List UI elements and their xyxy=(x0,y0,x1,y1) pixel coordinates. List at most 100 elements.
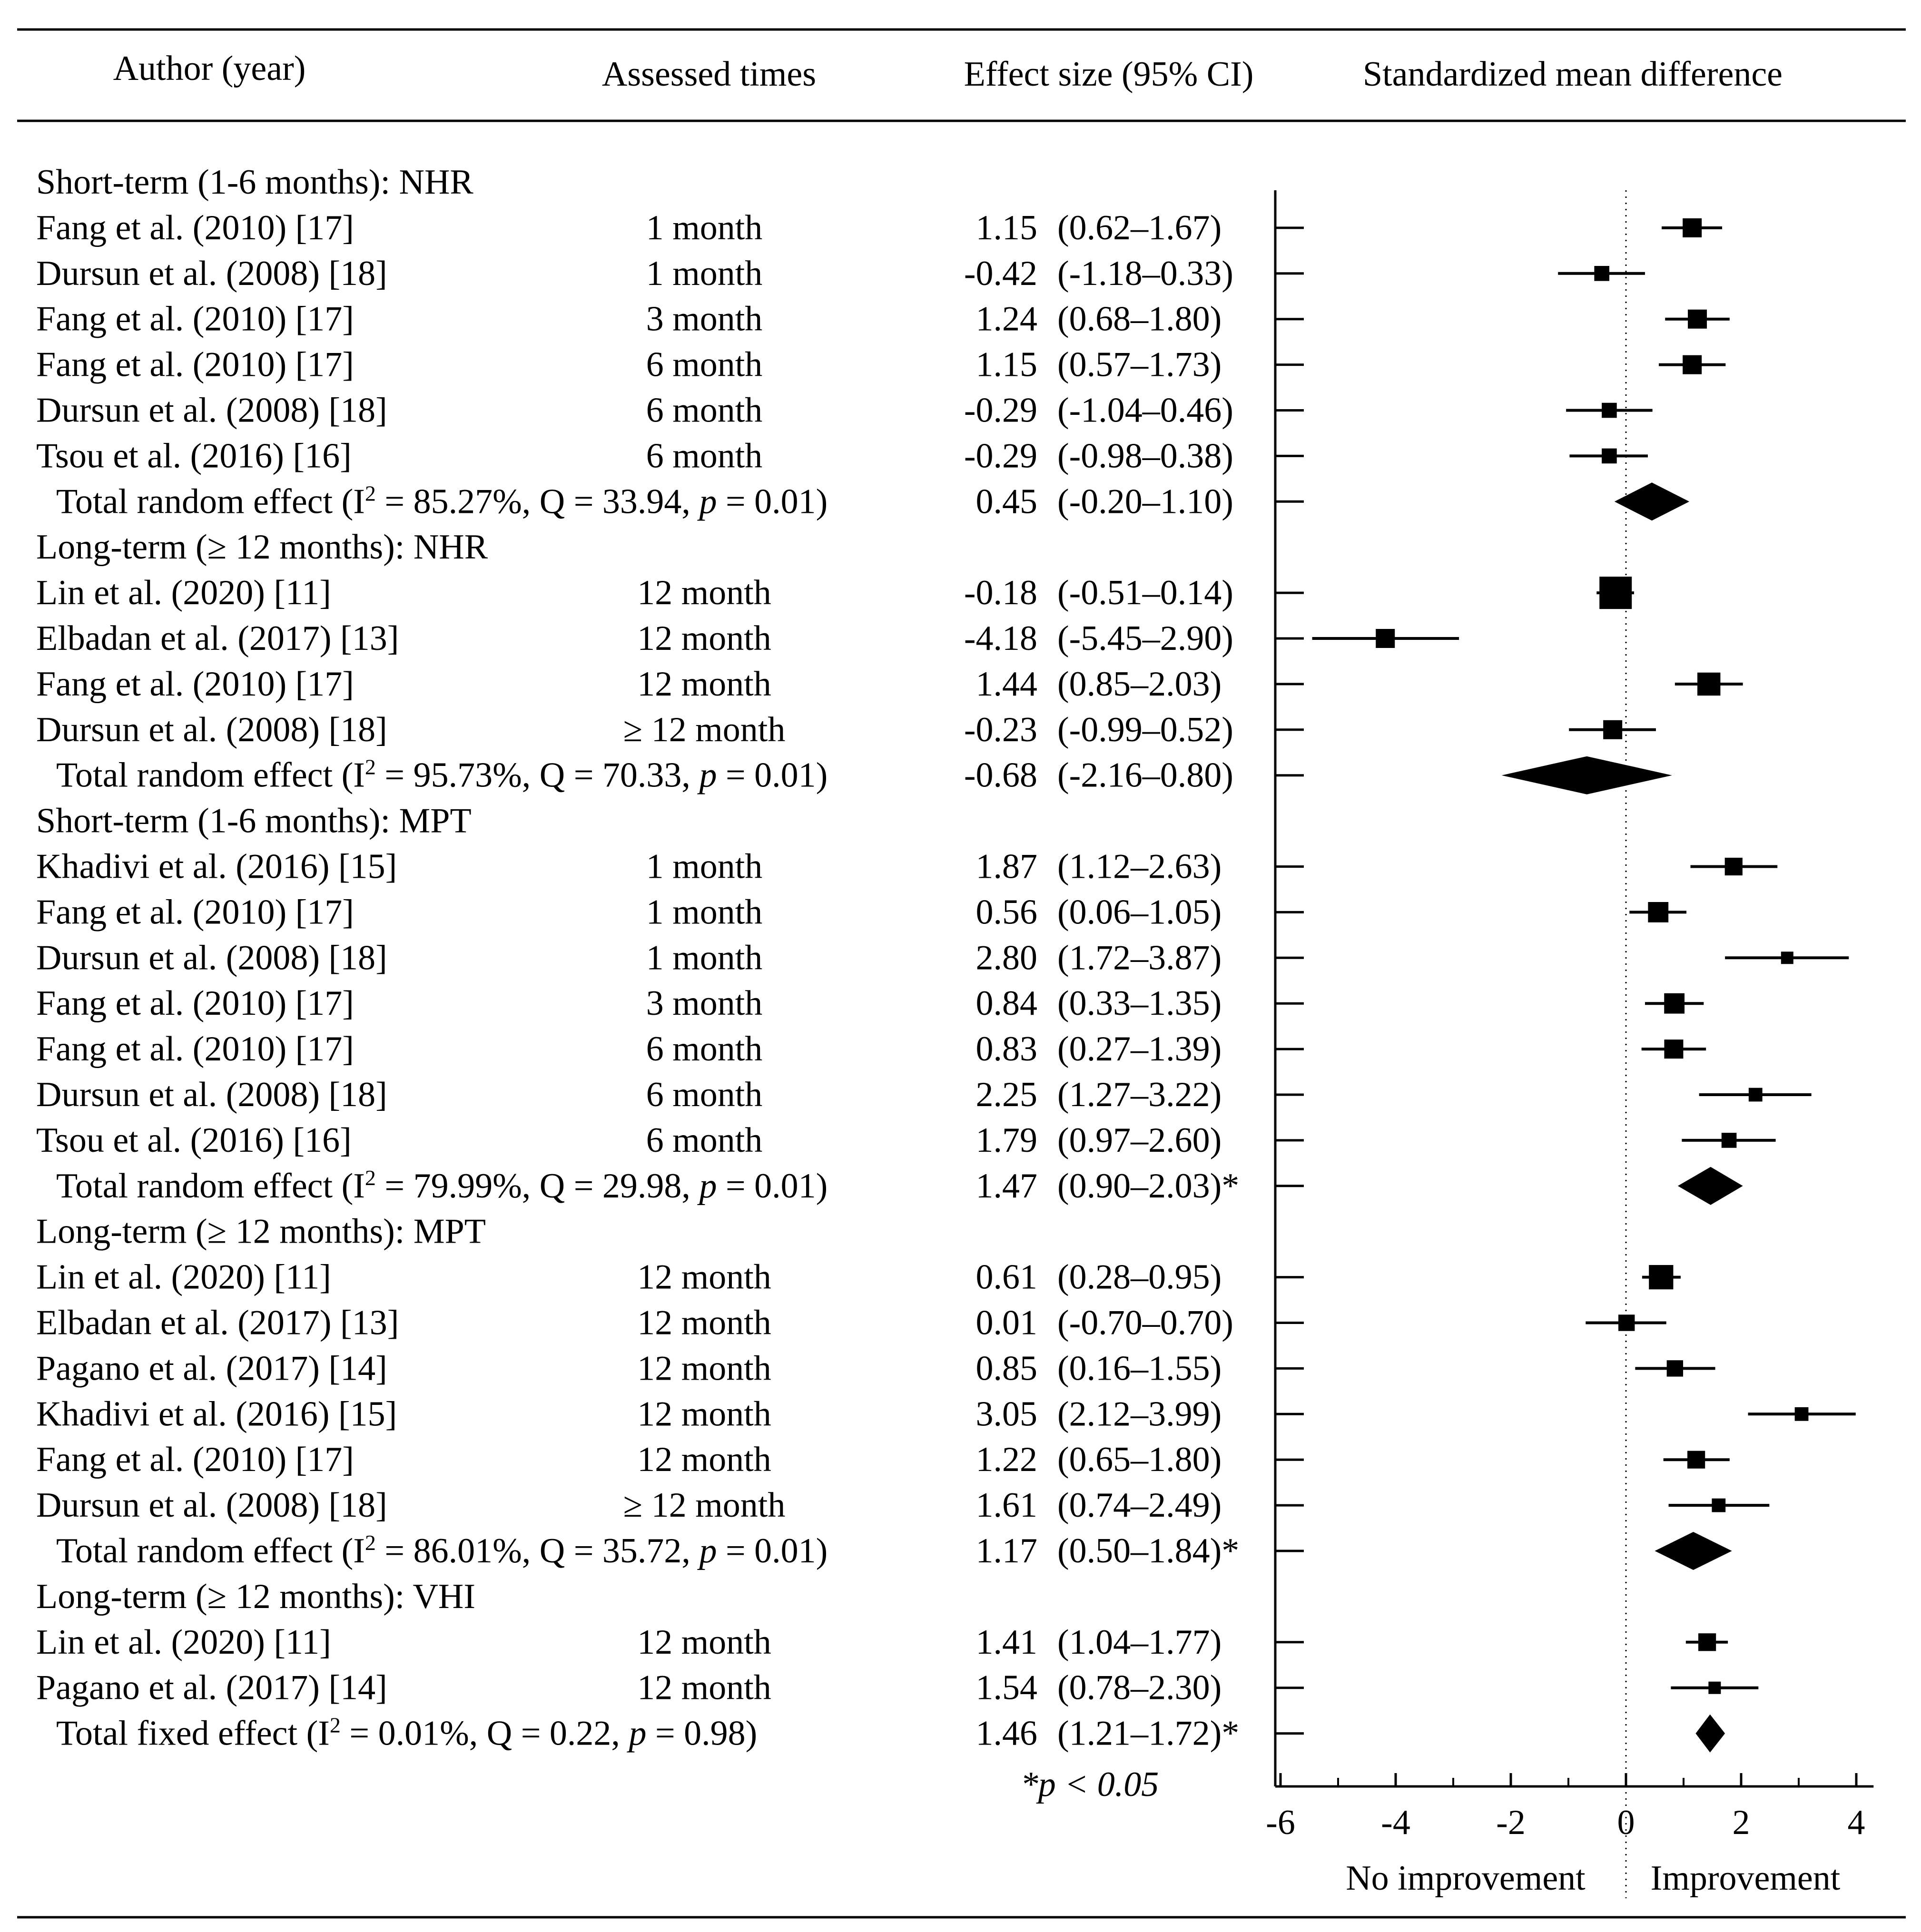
study-ci: (0.62–1.67) xyxy=(1057,208,1222,247)
study-ci: (0.85–2.03) xyxy=(1057,665,1222,704)
effect-square xyxy=(1602,448,1617,464)
study-effect-size: 0.56 xyxy=(976,892,1038,932)
effect-square xyxy=(1794,1407,1809,1421)
study-author: Fang et al. (2010) [17] xyxy=(36,665,354,704)
study-ci: (1.72–3.87) xyxy=(1057,938,1222,977)
study-assessed-time: 12 month xyxy=(637,1623,771,1662)
effect-square xyxy=(1664,1040,1684,1059)
effect-square xyxy=(1697,672,1721,696)
study-author: Dursun et al. (2008) [18] xyxy=(36,1486,387,1525)
study-author: Lin et al. (2020) [11] xyxy=(36,1623,331,1662)
footnote: *p < 0.05 xyxy=(1021,1765,1159,1804)
effect-square xyxy=(1648,902,1669,922)
study-effect-size: 0.01 xyxy=(976,1304,1038,1343)
study-author: Fang et al. (2010) [17] xyxy=(36,984,354,1023)
study-effect-size: -0.18 xyxy=(964,573,1037,612)
study-author: Fang et al. (2010) [17] xyxy=(36,892,354,932)
study-effect-size: -0.23 xyxy=(964,710,1037,749)
header-assessed-times: Assessed times xyxy=(602,55,816,94)
study-assessed-time: 6 month xyxy=(646,391,763,430)
effect-square xyxy=(1683,355,1702,374)
header-author: Author (year) xyxy=(113,49,306,88)
total-effect-size: 1.17 xyxy=(976,1531,1038,1570)
study-ci: (0.28–0.95) xyxy=(1057,1258,1222,1297)
study-effect-size: 1.87 xyxy=(976,847,1038,886)
study-ci: (-0.99–0.52) xyxy=(1057,710,1233,749)
study-assessed-time: 12 month xyxy=(637,1668,771,1707)
study-author: Fang et al. (2010) [17] xyxy=(36,300,354,339)
study-effect-size: -0.29 xyxy=(964,436,1037,475)
study-ci: (0.68–1.80) xyxy=(1057,300,1222,339)
pooled-diamond xyxy=(1695,1714,1725,1753)
x-tick-label: -6 xyxy=(1266,1803,1295,1842)
effect-square xyxy=(1687,1451,1705,1469)
total-effect-size: 0.45 xyxy=(976,482,1038,521)
study-ci: (2.12–3.99) xyxy=(1057,1394,1222,1433)
total-effect-size: 1.46 xyxy=(976,1714,1038,1753)
study-assessed-time: 1 month xyxy=(646,892,763,932)
study-assessed-time: 3 month xyxy=(646,984,763,1023)
study-assessed-time: ≥ 12 month xyxy=(623,1486,786,1525)
study-author: Fang et al. (2010) [17] xyxy=(36,1440,354,1479)
study-effect-size: 1.41 xyxy=(976,1623,1038,1662)
study-effect-size: 0.61 xyxy=(976,1258,1038,1297)
study-author: Lin et al. (2020) [11] xyxy=(36,573,331,612)
study-effect-size: -4.18 xyxy=(964,619,1037,658)
effect-square xyxy=(1664,993,1685,1014)
effect-square xyxy=(1602,402,1617,418)
pooled-diamond xyxy=(1614,482,1690,521)
study-author: Dursun et al. (2008) [18] xyxy=(36,710,387,749)
study-ci: (0.78–2.30) xyxy=(1057,1668,1222,1707)
study-ci: (-1.18–0.33) xyxy=(1057,254,1233,293)
study-author: Dursun et al. (2008) [18] xyxy=(36,938,387,977)
study-assessed-time: ≥ 12 month xyxy=(623,710,786,749)
group-label: Long-term (≥ 12 months): NHR xyxy=(36,528,488,567)
study-ci: (0.33–1.35) xyxy=(1057,984,1222,1023)
study-assessed-time: 1 month xyxy=(646,254,763,293)
study-author: Tsou et al. (2016) [16] xyxy=(36,1121,352,1160)
study-effect-size: 1.15 xyxy=(976,208,1038,247)
header-smd: Standardized mean difference xyxy=(1363,55,1783,94)
x-axis: -6 -4 -2 0 2 4 xyxy=(1266,190,1874,1898)
effect-square xyxy=(1698,1633,1716,1651)
total-ci: (0.50–1.84)* xyxy=(1057,1531,1239,1570)
x-tick-label: 4 xyxy=(1848,1803,1865,1842)
x-tick-label: -4 xyxy=(1381,1803,1410,1842)
effect-square xyxy=(1721,1133,1737,1148)
study-assessed-time: 12 month xyxy=(637,1394,771,1433)
study-ci: (1.27–3.22) xyxy=(1057,1075,1222,1114)
total-ci: (0.90–2.03)* xyxy=(1057,1167,1239,1206)
effect-square xyxy=(1376,629,1395,648)
study-effect-size: 2.80 xyxy=(976,938,1038,977)
effect-square xyxy=(1618,1314,1635,1331)
study-effect-size: 1.44 xyxy=(976,665,1038,704)
study-ci: (0.57–1.73) xyxy=(1057,345,1222,384)
study-author: Fang et al. (2010) [17] xyxy=(36,345,354,384)
study-assessed-time: 12 month xyxy=(637,1440,771,1479)
header-effect-size: Effect size (95% CI) xyxy=(964,55,1254,94)
total-effect-size: -0.68 xyxy=(964,756,1037,795)
study-effect-size: 1.79 xyxy=(976,1121,1038,1160)
study-ci: (0.06–1.05) xyxy=(1057,892,1222,932)
study-assessed-time: 6 month xyxy=(646,1075,763,1114)
effect-square xyxy=(1603,720,1623,739)
study-effect-size: 1.54 xyxy=(976,1668,1038,1707)
total-ci: (-0.20–1.10) xyxy=(1057,482,1233,521)
pooled-diamond xyxy=(1501,756,1672,794)
study-ci: (0.74–2.49) xyxy=(1057,1486,1222,1525)
improvement-label: Improvement xyxy=(1651,1859,1841,1898)
study-ci: (-0.70–0.70) xyxy=(1057,1304,1233,1343)
total-label: Total random effect (I2 = 85.27%, Q = 33… xyxy=(56,481,828,521)
study-effect-size: 0.84 xyxy=(976,984,1038,1023)
effect-square xyxy=(1748,1088,1763,1102)
study-assessed-time: 12 month xyxy=(637,1304,771,1343)
table-rows: Short-term (1-6 months): NHR Fang et al. … xyxy=(36,163,1239,1753)
study-ci: (-0.98–0.38) xyxy=(1057,436,1233,475)
total-ci: (-2.16–0.80) xyxy=(1057,756,1233,795)
total-effect-size: 1.47 xyxy=(976,1167,1038,1206)
study-assessed-time: 1 month xyxy=(646,208,763,247)
study-ci: (-0.51–0.14) xyxy=(1057,573,1233,612)
study-ci: (-1.04–0.46) xyxy=(1057,391,1233,430)
study-ci: (0.97–2.60) xyxy=(1057,1121,1222,1160)
study-assessed-time: 1 month xyxy=(646,847,763,886)
